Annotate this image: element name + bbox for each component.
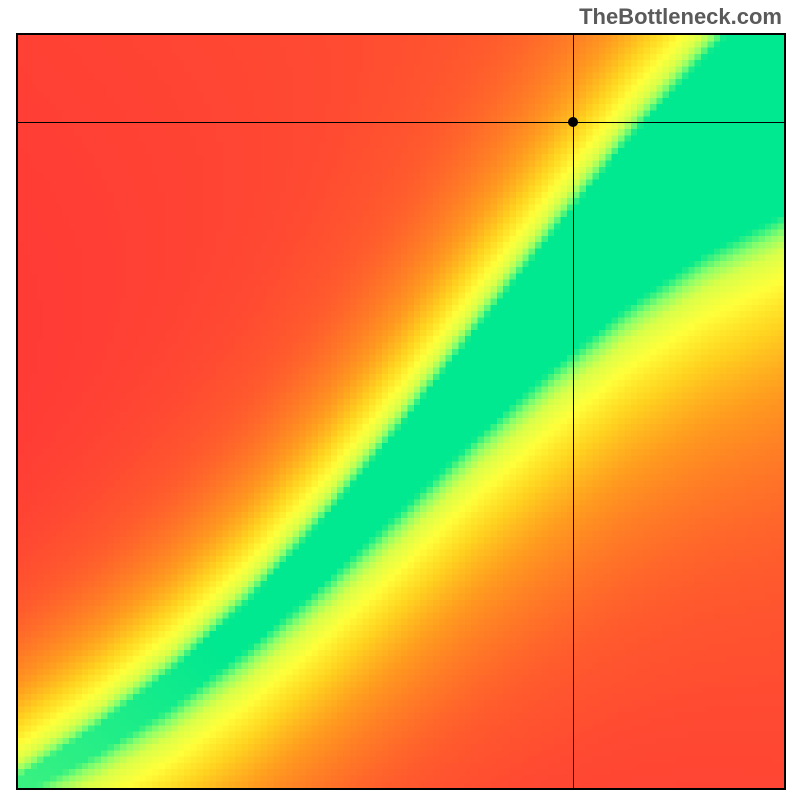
heatmap-canvas — [18, 35, 784, 788]
watermark-text: TheBottleneck.com — [579, 4, 782, 30]
marker-dot — [568, 117, 578, 127]
crosshair-horizontal — [18, 122, 784, 123]
heatmap-area — [18, 35, 784, 788]
crosshair-vertical — [573, 35, 574, 788]
